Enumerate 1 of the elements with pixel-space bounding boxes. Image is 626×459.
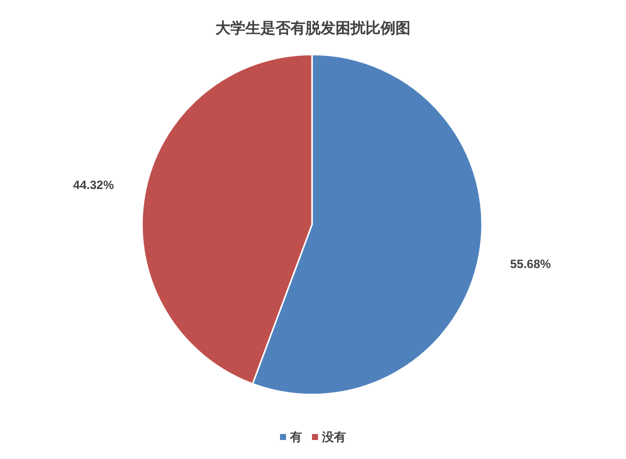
title: 大学生是否有脱发困扰比例图 bbox=[216, 20, 410, 37]
